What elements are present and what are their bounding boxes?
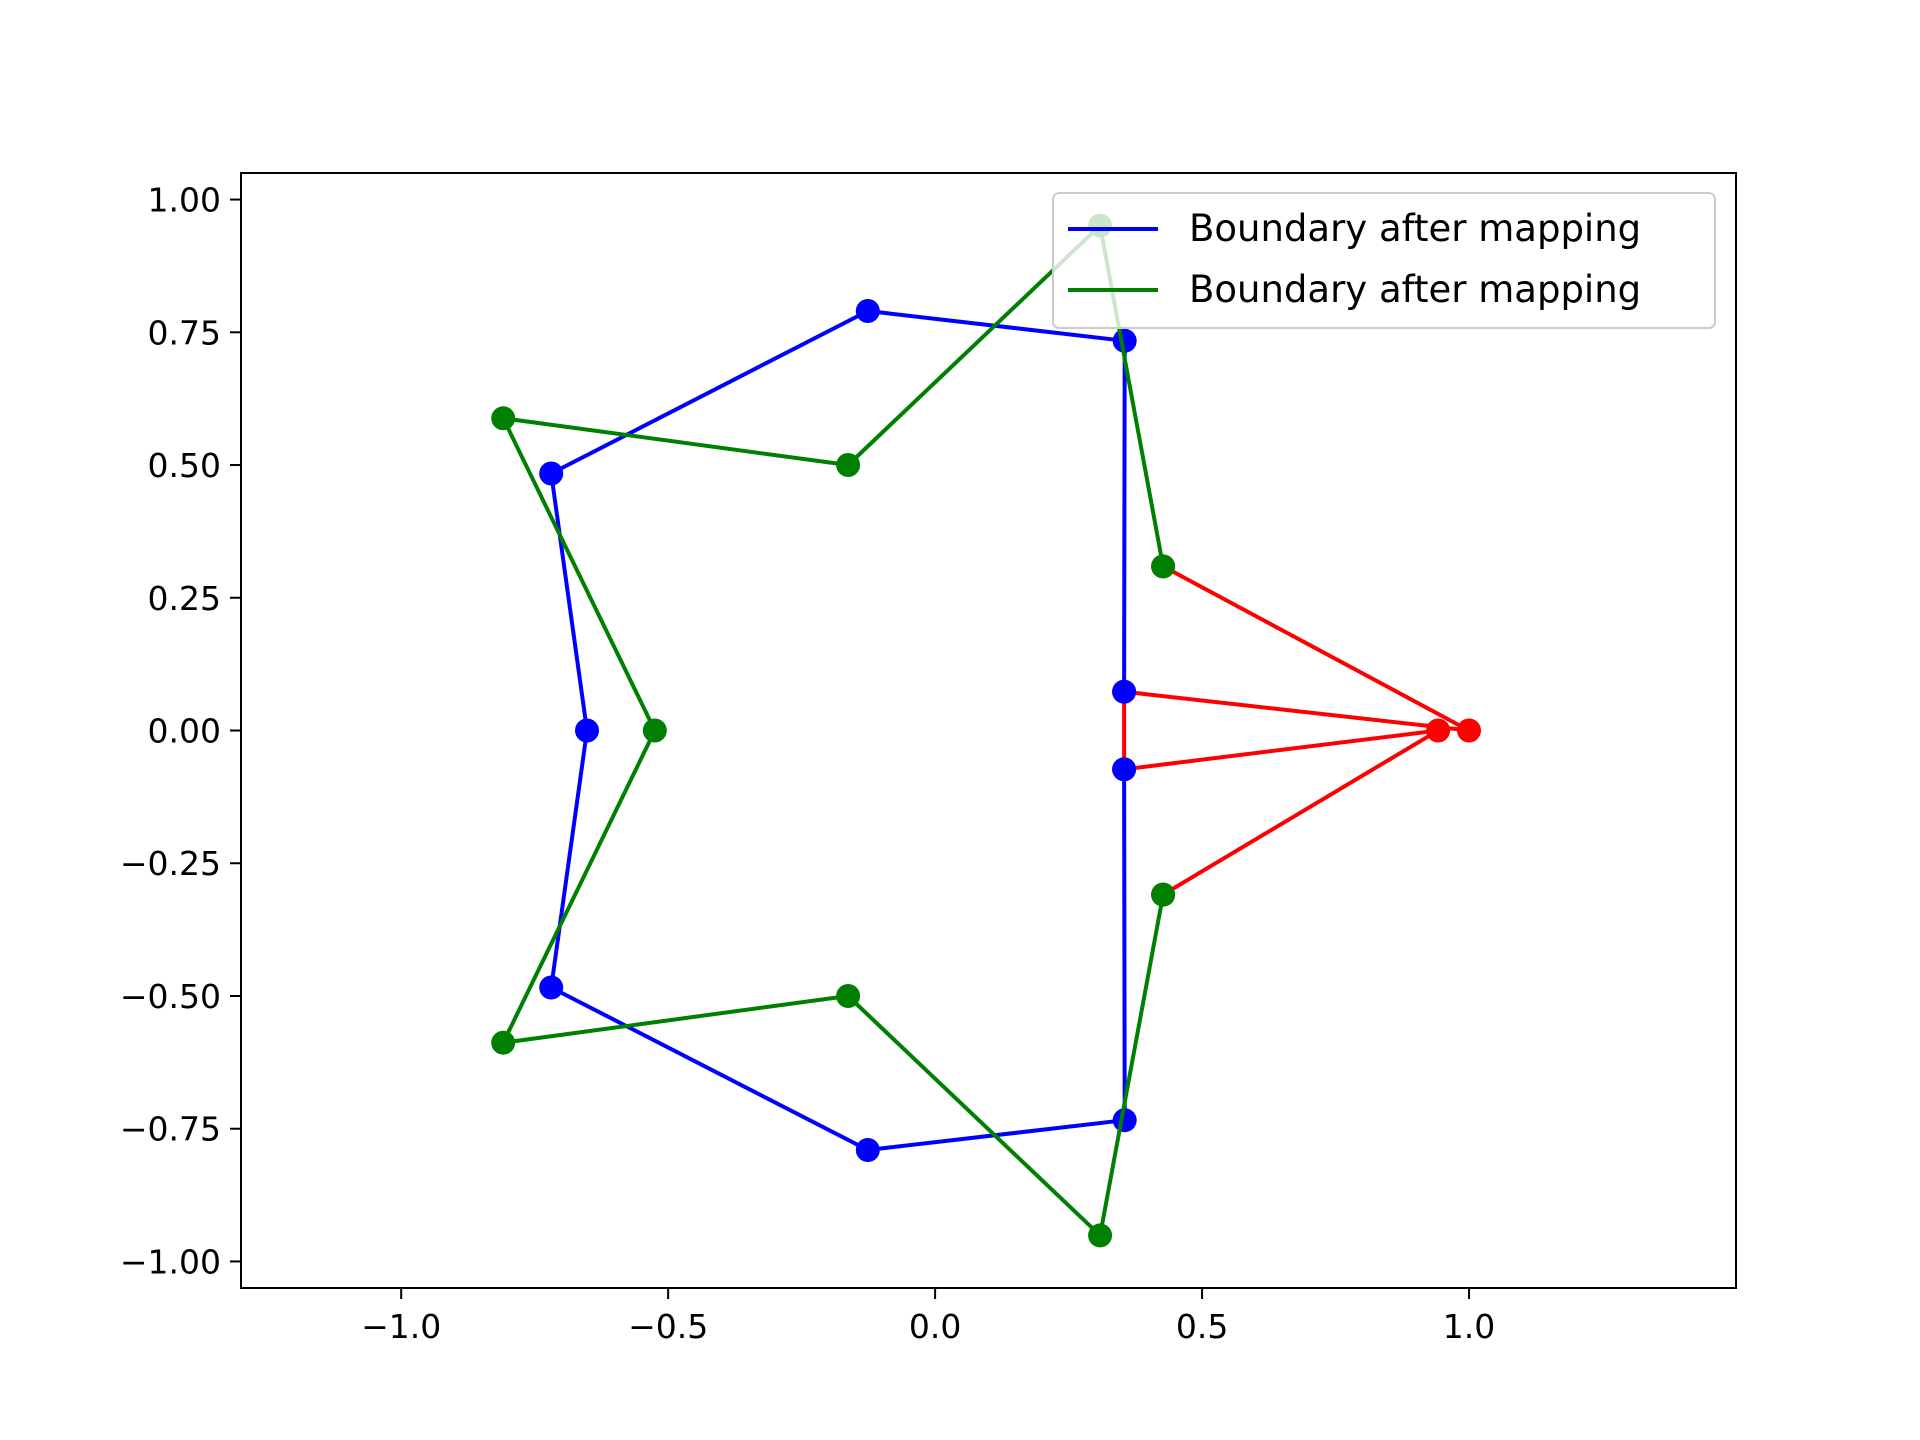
data-point-blue — [1112, 679, 1137, 704]
y-tick-label: −1.00 — [120, 1242, 221, 1281]
data-point-blue — [539, 461, 564, 486]
y-tick-label: 0.00 — [148, 712, 221, 751]
data-point-blue — [1112, 757, 1137, 782]
x-tick-label: 0.5 — [1176, 1307, 1228, 1346]
series-layer — [491, 213, 1481, 1248]
x-tick-label: −0.5 — [628, 1307, 708, 1346]
data-point-blue — [575, 718, 599, 743]
data-point-green — [642, 718, 667, 743]
x-tick-label: 0.0 — [909, 1307, 961, 1346]
y-tick-label: 1.00 — [148, 181, 221, 220]
data-point-green — [1151, 554, 1176, 579]
legend-label-green: Boundary after mapping — [1189, 268, 1641, 311]
data-point-red — [1426, 718, 1451, 743]
ticks-layer: −1.0 −0.5 0.0 0.5 1.0 1.00 0.75 0.50 0.25 0.00 −0.… — [120, 181, 1495, 1346]
y-tick-label: 0.25 — [148, 579, 221, 618]
series-line-red — [1122, 564, 1471, 897]
x-tick-label: 1.0 — [1443, 1307, 1495, 1346]
plot-area — [241, 173, 1736, 1288]
y-tick-label: −0.50 — [120, 977, 221, 1016]
x-tick-label: −1.0 — [361, 1307, 441, 1346]
legend-box — [1052, 192, 1716, 329]
data-point-green — [836, 453, 861, 477]
y-tick-label: −0.25 — [120, 844, 221, 883]
data-point-green — [1088, 1223, 1113, 1248]
y-tick-label: 0.50 — [148, 446, 221, 485]
data-point-blue — [539, 975, 564, 1000]
y-tick-label: −0.75 — [120, 1110, 221, 1149]
y-tick-label: 0.75 — [148, 313, 221, 352]
data-point-blue — [855, 299, 880, 323]
legend: Boundary after mapping Boundary after ma… — [1052, 192, 1716, 329]
data-point-green — [491, 1030, 516, 1055]
data-point-green — [1151, 882, 1176, 907]
data-point-blue — [855, 1138, 880, 1162]
data-point-green — [836, 984, 861, 1008]
data-point-red — [1457, 718, 1481, 743]
data-point-green — [491, 406, 516, 431]
legend-label-blue: Boundary after mapping — [1189, 207, 1641, 250]
